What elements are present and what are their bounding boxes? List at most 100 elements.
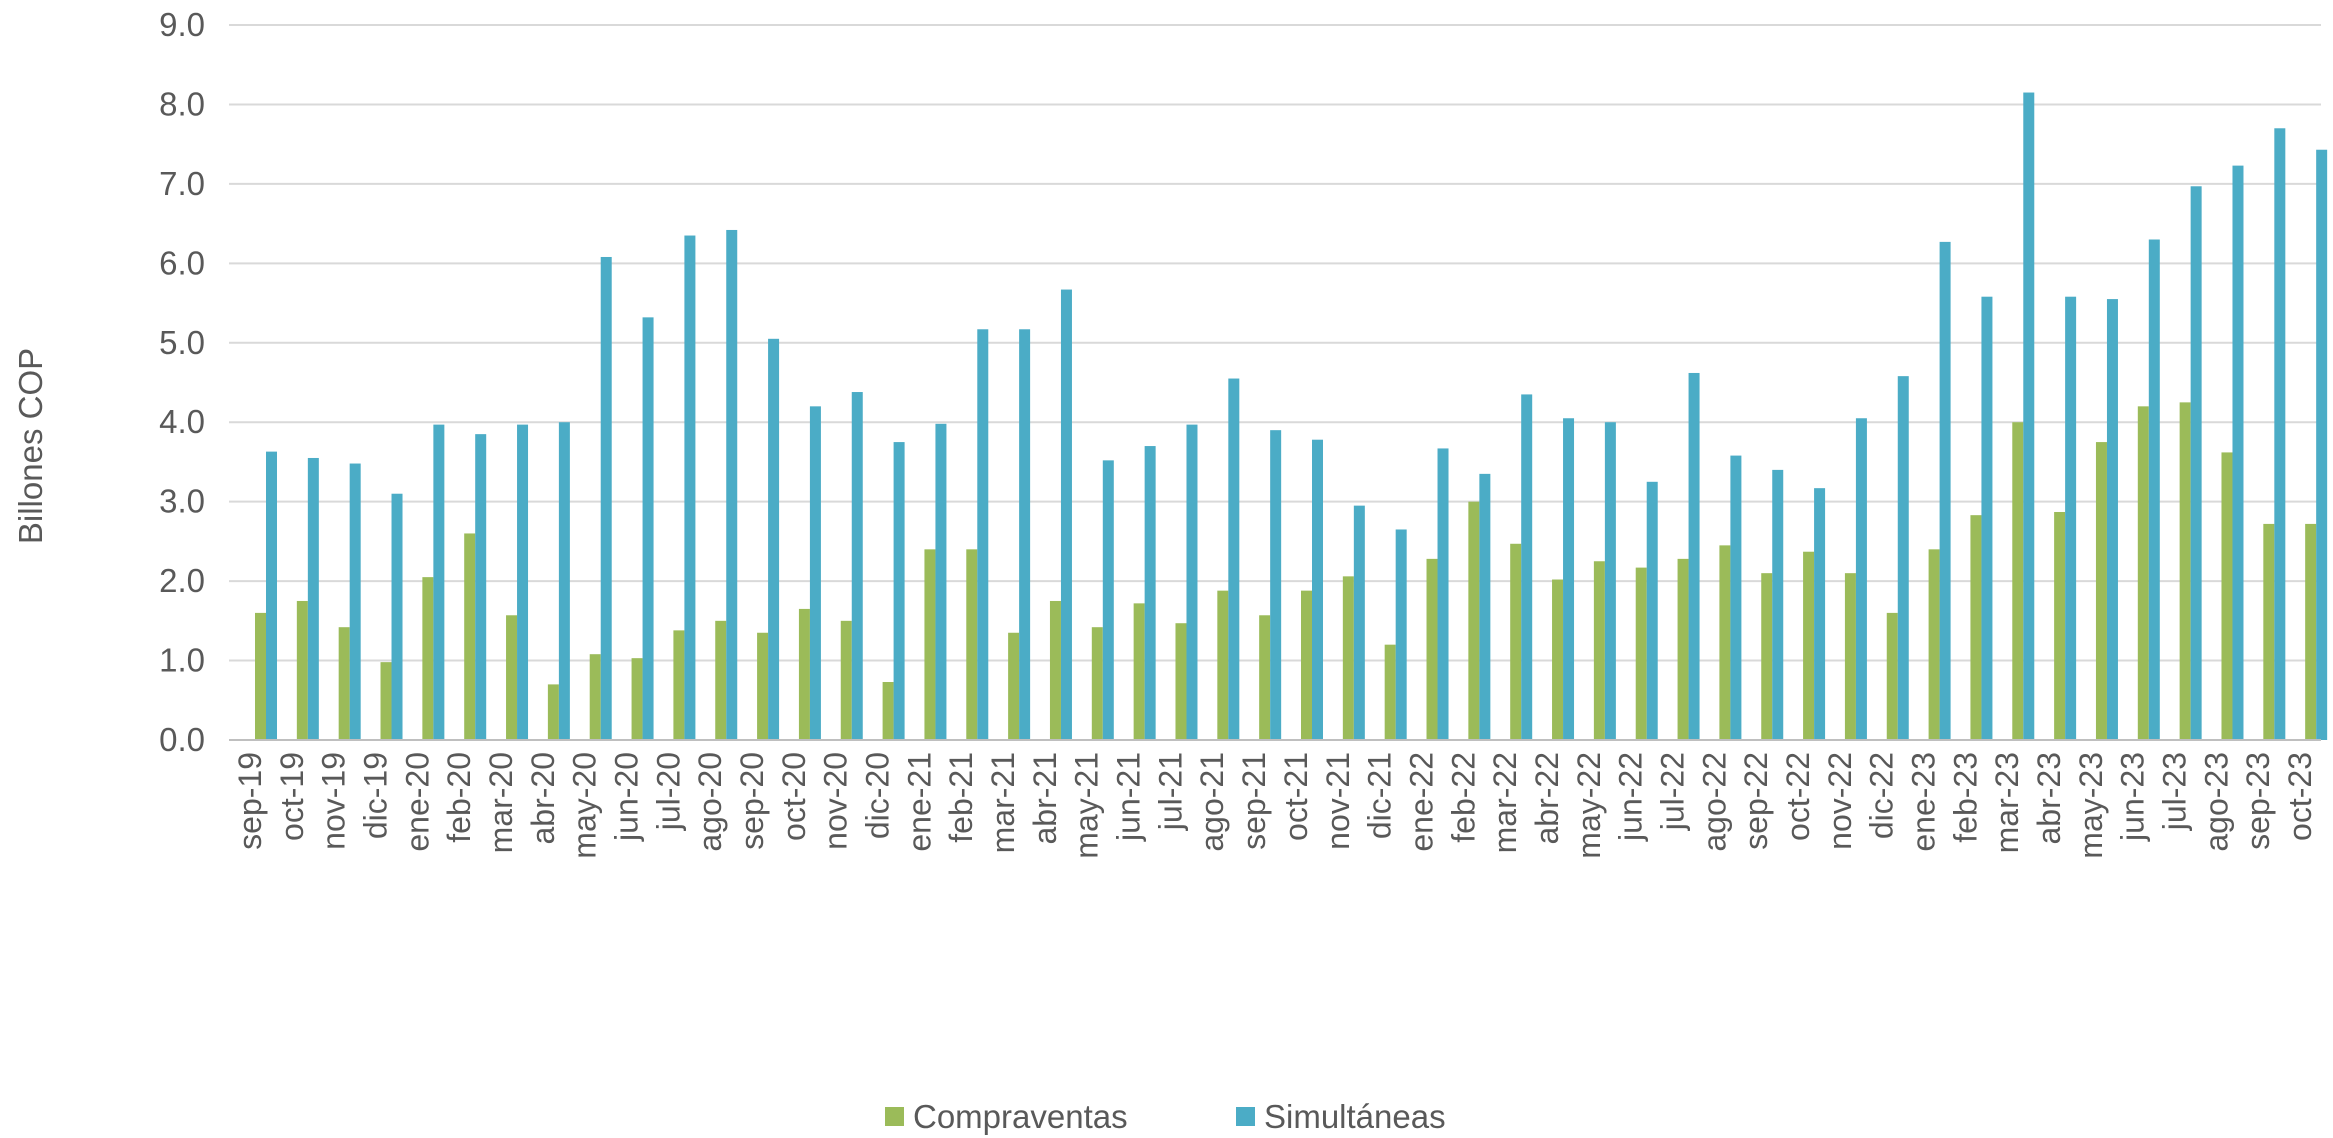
bar-compraventas: [1719, 545, 1731, 740]
bar-simultaneas: [391, 493, 403, 740]
x-tick-label: may-23: [2073, 752, 2109, 859]
bar-compraventas: [1803, 551, 1815, 740]
x-tick-label: oct-22: [1780, 752, 1816, 841]
x-tick-label: feb-22: [1445, 752, 1481, 843]
bar-simultaneas: [1228, 378, 1240, 740]
bar-simultaneas: [475, 434, 487, 740]
y-tick-label: 6.0: [159, 244, 205, 281]
x-tick-label: feb-20: [441, 752, 477, 843]
bar-simultaneas: [1186, 424, 1198, 740]
bar-simultaneas: [266, 451, 277, 740]
bar-simultaneas: [307, 457, 319, 740]
bar-simultaneas: [1939, 241, 1951, 740]
x-tick-label: sep-21: [1236, 752, 1272, 850]
y-tick-label: 4.0: [159, 403, 205, 440]
x-tick-label: feb-21: [943, 752, 979, 843]
bar-compraventas: [1886, 612, 1898, 740]
bar-simultaneas: [977, 329, 989, 740]
legend-swatch-compraventas: [885, 1107, 904, 1126]
bar-simultaneas: [1855, 418, 1867, 740]
bar-simultaneas: [433, 424, 445, 740]
x-tick-label: oct-20: [776, 752, 812, 841]
x-tick-label: sep-19: [232, 752, 268, 850]
bar-compraventas: [296, 600, 308, 740]
bar-compraventas: [757, 632, 769, 740]
bar-compraventas: [715, 620, 727, 740]
bar-simultaneas: [1019, 329, 1031, 740]
bar-simultaneas: [809, 406, 821, 740]
bar-simultaneas: [1102, 460, 1114, 740]
legend-label-simultaneas: Simultáneas: [1264, 1098, 1446, 1135]
bar-simultaneas: [768, 338, 780, 740]
bar-simultaneas: [642, 317, 654, 740]
bars: [255, 92, 2328, 741]
y-axis-ticks: 0.0 1.0 2.0 3.0 4.0 5.0 6.0 7.0 8.0 9.0: [159, 6, 205, 758]
x-tick-label: abr-21: [1027, 752, 1063, 845]
x-tick-label: jun-20: [608, 752, 644, 842]
x-tick-label: mar-23: [1989, 752, 2025, 853]
x-tick-label: dic-19: [357, 752, 393, 839]
bar-compraventas: [673, 630, 685, 740]
x-tick-label: ene-22: [1403, 752, 1439, 852]
bar-simultaneas: [2190, 186, 2202, 740]
x-tick-label: nov-21: [1320, 752, 1356, 850]
x-tick-label: dic-22: [1864, 752, 1900, 839]
y-axis-title: Billones COP: [12, 348, 49, 544]
y-tick-label: 2.0: [159, 562, 205, 599]
bar-compraventas: [1928, 549, 1940, 740]
x-tick-label: dic-21: [1362, 752, 1398, 839]
bar-simultaneas: [893, 442, 905, 740]
x-tick-label: may-21: [1069, 752, 1105, 859]
x-tick-label: mar-20: [483, 752, 519, 853]
bar-compraventas: [882, 682, 894, 740]
bar-simultaneas: [1772, 469, 1784, 740]
y-tick-label: 7.0: [159, 165, 205, 202]
x-tick-label: oct-23: [2282, 752, 2318, 841]
bar-compraventas: [2221, 452, 2233, 740]
bar-compraventas: [1259, 615, 1271, 740]
y-tick-label: 5.0: [159, 324, 205, 361]
bar-simultaneas: [349, 463, 361, 740]
legend-swatch-simultaneas: [1236, 1107, 1255, 1126]
x-tick-label: sep-23: [2240, 752, 2276, 850]
bar-simultaneas: [851, 392, 863, 740]
x-tick-label: jul-21: [1152, 752, 1188, 831]
bar-simultaneas: [684, 235, 696, 740]
bar-compraventas: [1008, 632, 1020, 740]
x-tick-label: ago-21: [1194, 752, 1230, 852]
bar-compraventas: [2054, 511, 2066, 740]
bar-compraventas: [506, 615, 518, 740]
bar-compraventas: [2179, 402, 2191, 740]
bar-compraventas: [1301, 590, 1312, 740]
x-tick-label: ene-20: [399, 752, 435, 852]
y-tick-label: 1.0: [159, 642, 205, 679]
x-axis-ticks: sep-19 oct-19 nov-19 dic-19 ene-20 feb-20 mar-…: [232, 752, 2318, 859]
bar-simultaneas: [517, 424, 529, 740]
x-tick-label: feb-23: [1947, 752, 1983, 843]
bar-compraventas: [422, 577, 434, 740]
bar-simultaneas: [726, 229, 738, 740]
legend-label-compraventas: Compraventas: [913, 1098, 1128, 1135]
bar-compraventas: [1593, 561, 1605, 740]
bar-simultaneas: [2316, 149, 2328, 740]
bar-simultaneas: [600, 256, 612, 740]
bar-compraventas: [2305, 523, 2317, 740]
y-tick-label: 8.0: [159, 85, 205, 122]
bar-simultaneas: [1646, 481, 1658, 740]
x-tick-label: jul-23: [2157, 752, 2193, 831]
x-tick-label: may-22: [1571, 752, 1607, 859]
bar-compraventas: [464, 533, 476, 740]
x-tick-label: may-20: [567, 752, 603, 859]
y-tick-label: 3.0: [159, 483, 205, 520]
x-tick-label: jul-22: [1654, 752, 1690, 831]
bar-compraventas: [547, 684, 559, 740]
bar-compraventas: [2095, 442, 2107, 740]
x-tick-label: ago-20: [692, 752, 728, 852]
x-tick-label: sep-22: [1738, 752, 1774, 850]
x-tick-label: nov-22: [1822, 752, 1858, 850]
bar-simultaneas: [1270, 430, 1282, 740]
bar-compraventas: [1426, 558, 1438, 740]
bar-simultaneas: [1144, 446, 1156, 740]
legend: Compraventas Simultáneas: [885, 1098, 1446, 1135]
